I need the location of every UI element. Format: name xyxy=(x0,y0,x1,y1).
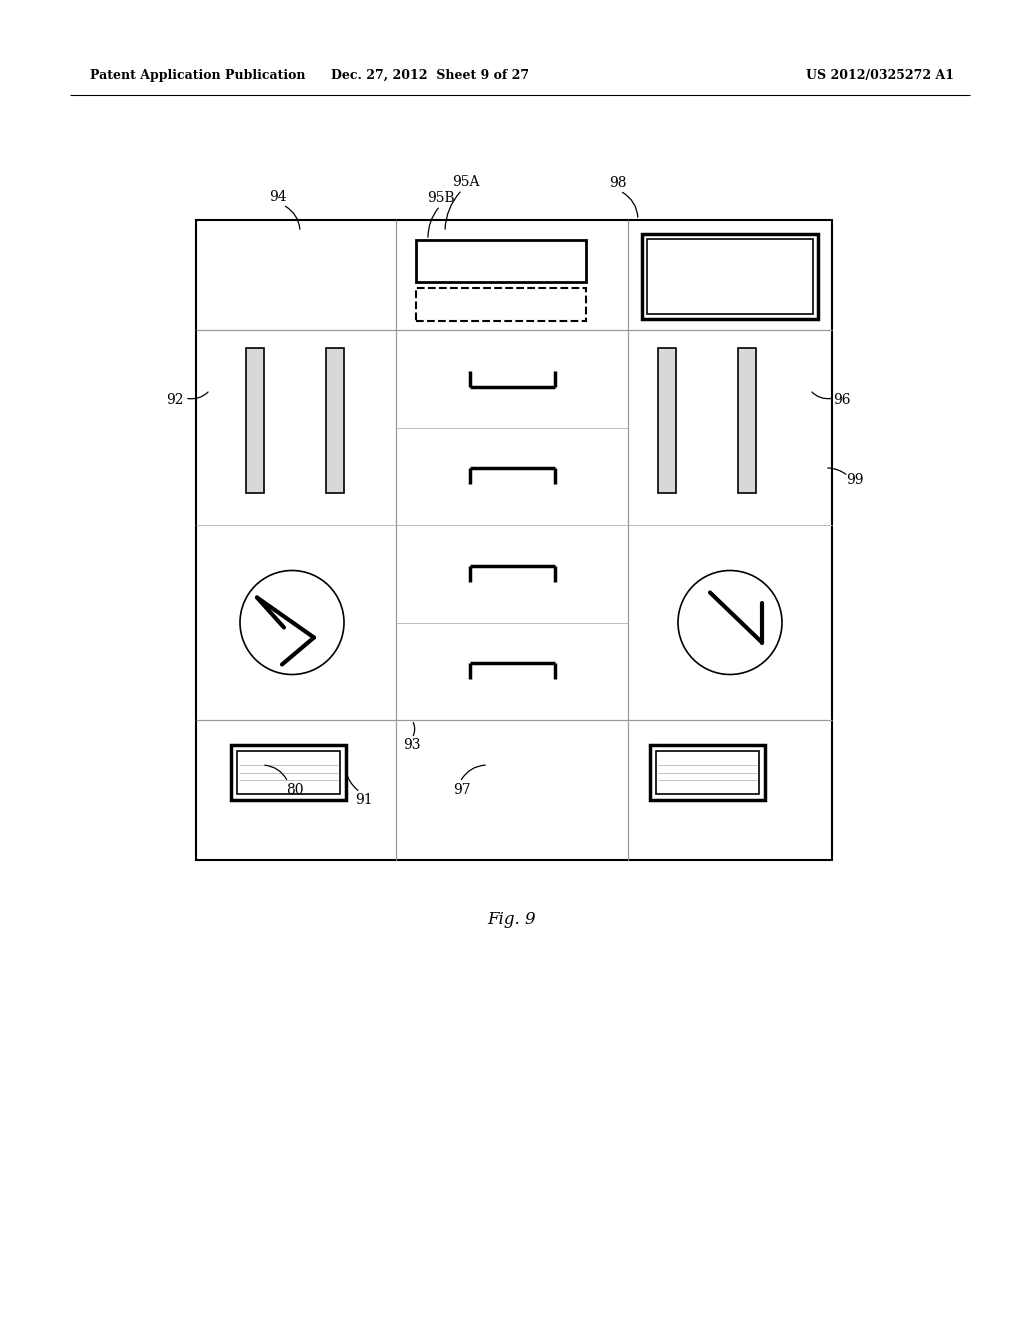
Text: 99: 99 xyxy=(846,473,864,487)
Bar xyxy=(642,234,818,319)
Text: Dec. 27, 2012  Sheet 9 of 27: Dec. 27, 2012 Sheet 9 of 27 xyxy=(331,69,529,82)
Bar xyxy=(237,751,340,795)
Bar xyxy=(658,348,676,492)
Bar xyxy=(326,348,344,492)
Text: 98: 98 xyxy=(609,176,627,190)
Bar xyxy=(647,239,813,314)
Text: 95B: 95B xyxy=(427,191,455,205)
Bar xyxy=(650,744,765,800)
Bar xyxy=(416,288,586,321)
Bar xyxy=(738,348,756,492)
Text: 94: 94 xyxy=(269,190,287,205)
Text: 93: 93 xyxy=(403,738,421,752)
Text: 92: 92 xyxy=(166,393,183,407)
Text: 80: 80 xyxy=(287,783,304,797)
Bar xyxy=(656,751,759,795)
Text: 91: 91 xyxy=(355,793,373,807)
Text: 97: 97 xyxy=(454,783,471,797)
Bar xyxy=(246,348,264,492)
Text: Patent Application Publication: Patent Application Publication xyxy=(90,69,305,82)
Text: Fig. 9: Fig. 9 xyxy=(487,912,537,928)
Bar xyxy=(416,240,586,282)
Bar xyxy=(231,744,346,800)
Text: 95A: 95A xyxy=(453,176,480,189)
Bar xyxy=(196,220,831,861)
Text: 96: 96 xyxy=(834,393,851,407)
Text: US 2012/0325272 A1: US 2012/0325272 A1 xyxy=(806,69,954,82)
